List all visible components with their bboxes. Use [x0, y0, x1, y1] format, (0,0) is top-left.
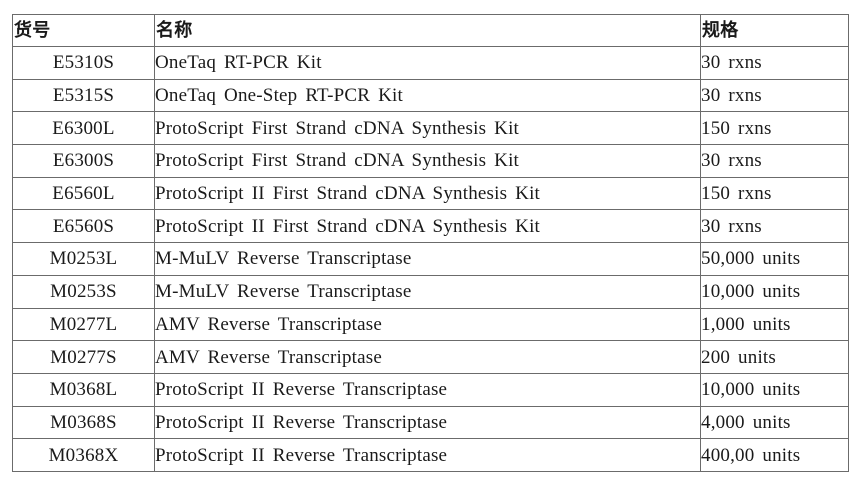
table-header: 货号 名称 规格 [12, 14, 849, 47]
product-name-cell: ProtoScript II Reverse Transcriptase [154, 438, 701, 472]
header-code: 货号 [12, 14, 155, 47]
product-table: 货号 名称 规格 E5310S OneTaq RT-PCR Kit 30 rxns E… [12, 14, 849, 472]
product-code-cell: E6560S [12, 209, 155, 244]
product-spec-cell: 1,000 units [700, 307, 849, 342]
table-row: M0277S AMV Reverse Transcriptase 200 units [12, 340, 849, 374]
product-code-cell: M0368L [12, 372, 155, 407]
table-row: M0253L M-MuLV Reverse Transcriptase 50,000… [12, 242, 849, 276]
product-spec-cell: 10,000 units [700, 274, 849, 309]
table-row: E6300L ProtoScript First Strand cDNA Synt… [12, 111, 849, 146]
product-spec-cell: 150 rxns [700, 111, 849, 146]
table-row: E6560S ProtoScript II First Strand cDNA S… [12, 209, 849, 244]
table-body: E5310S OneTaq RT-PCR Kit 30 rxns E5315S OneT… [12, 46, 849, 472]
product-code-cell: E5315S [12, 78, 155, 113]
product-name-cell: ProtoScript II First Strand cDNA Synthes… [154, 209, 701, 244]
product-name-cell: M-MuLV Reverse Transcriptase [154, 274, 701, 309]
product-code-cell: M0253L [12, 242, 155, 276]
product-code-cell: E6300S [12, 144, 155, 178]
product-spec-cell: 30 rxns [700, 209, 849, 244]
product-spec-cell: 150 rxns [700, 176, 849, 211]
product-name-cell: ProtoScript II Reverse Transcriptase [154, 372, 701, 407]
table-row: E5310S OneTaq RT-PCR Kit 30 rxns [12, 46, 849, 80]
product-name-cell: ProtoScript First Strand cDNA Synthesis … [154, 144, 701, 178]
header-name: 名称 [154, 14, 701, 47]
product-spec-cell: 4,000 units [700, 405, 849, 440]
product-spec-cell: 30 rxns [700, 46, 849, 80]
product-name-cell: ProtoScript II Reverse Transcriptase [154, 405, 701, 440]
product-spec-cell: 200 units [700, 340, 849, 374]
product-spec-cell: 30 rxns [700, 144, 849, 178]
product-code-cell: M0253S [12, 274, 155, 309]
product-name-cell: ProtoScript First Strand cDNA Synthesis … [154, 111, 701, 146]
product-code-cell: M0368X [12, 438, 155, 472]
product-name-cell: AMV Reverse Transcriptase [154, 307, 701, 342]
product-code-cell: M0277L [12, 307, 155, 342]
product-code-cell: M0277S [12, 340, 155, 374]
table-row: M0368X ProtoScript II Reverse Transcripta… [12, 438, 849, 472]
table-row: E5315S OneTaq One-Step RT-PCR Kit 30 rxns [12, 78, 849, 113]
product-code-cell: E6560L [12, 176, 155, 211]
product-name-cell: M-MuLV Reverse Transcriptase [154, 242, 701, 276]
product-spec-cell: 10,000 units [700, 372, 849, 407]
table-row: M0368L ProtoScript II Reverse Transcripta… [12, 372, 849, 407]
product-name-cell: OneTaq RT-PCR Kit [154, 46, 701, 80]
header-spec: 规格 [700, 14, 849, 47]
product-name-cell: OneTaq One-Step RT-PCR Kit [154, 78, 701, 113]
header-row: 货号 名称 规格 [12, 14, 849, 47]
table-row: E6560L ProtoScript II First Strand cDNA S… [12, 176, 849, 211]
product-code-cell: E5310S [12, 46, 155, 80]
product-spec-cell: 30 rxns [700, 78, 849, 113]
product-name-cell: ProtoScript II First Strand cDNA Synthes… [154, 176, 701, 211]
table-row: M0253S M-MuLV Reverse Transcriptase 10,000… [12, 274, 849, 309]
product-code-cell: E6300L [12, 111, 155, 146]
table-row: E6300S ProtoScript First Strand cDNA Synt… [12, 144, 849, 178]
product-spec-cell: 400,00 units [700, 438, 849, 472]
product-code-cell: M0368S [12, 405, 155, 440]
product-spec-cell: 50,000 units [700, 242, 849, 276]
table-row: M0368S ProtoScript II Reverse Transcripta… [12, 405, 849, 440]
table-row: M0277L AMV Reverse Transcriptase 1,000 uni… [12, 307, 849, 342]
product-name-cell: AMV Reverse Transcriptase [154, 340, 701, 374]
